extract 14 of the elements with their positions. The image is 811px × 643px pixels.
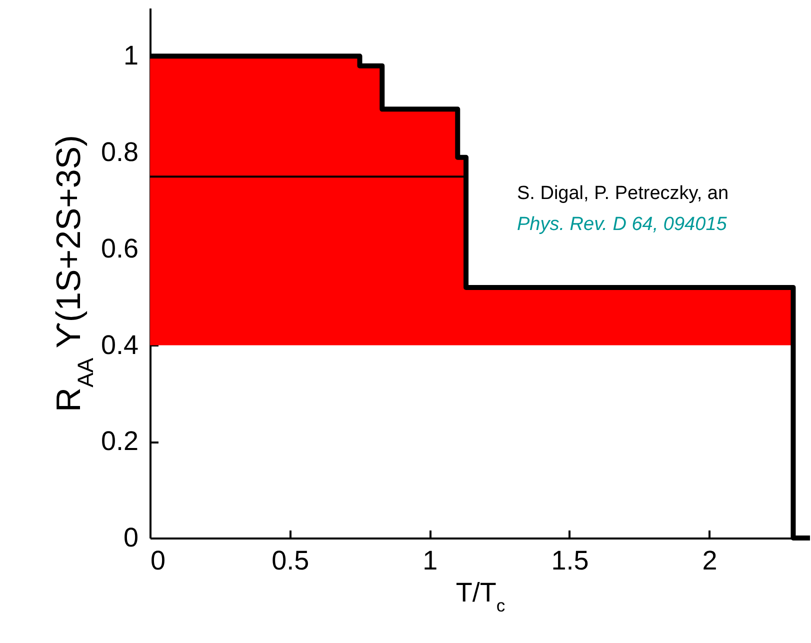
x-tick-label: 0 [150, 546, 166, 576]
y-tick-label: 0.2 [100, 426, 138, 456]
x-tick-label: 2 [702, 546, 718, 576]
annotation: Phys. Rev. D 64, 094015 [517, 214, 728, 235]
x-axis-title: T/T$_{c}$ [456, 578, 506, 616]
y-tick-label: 0.4 [100, 330, 138, 360]
x-tick-label: 1 [422, 546, 438, 576]
y-tick-label: 1 [123, 40, 138, 71]
x-tick-label: 0.5 [272, 546, 310, 576]
y-tick-label: 0.6 [100, 233, 138, 264]
y-tick-label: 0 [123, 522, 138, 552]
x-tick-label: 1.5 [551, 546, 589, 576]
y-tick-label: 0.8 [100, 137, 138, 168]
annotation: S. Digal, P. Petreczky, an [517, 183, 729, 204]
